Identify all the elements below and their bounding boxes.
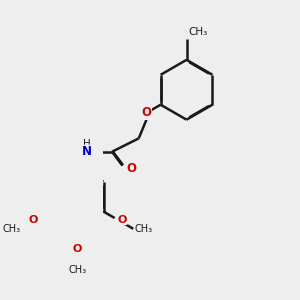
Text: N: N [82, 145, 92, 158]
Text: CH₃: CH₃ [2, 224, 20, 234]
Text: O: O [141, 106, 152, 119]
Text: O: O [73, 244, 82, 254]
Text: O: O [118, 215, 127, 225]
Text: CH₃: CH₃ [135, 224, 153, 234]
Text: CH₃: CH₃ [68, 266, 87, 275]
Text: O: O [126, 162, 136, 175]
Text: H: H [83, 139, 90, 149]
Text: CH₃: CH₃ [188, 27, 207, 38]
Text: O: O [28, 215, 38, 225]
